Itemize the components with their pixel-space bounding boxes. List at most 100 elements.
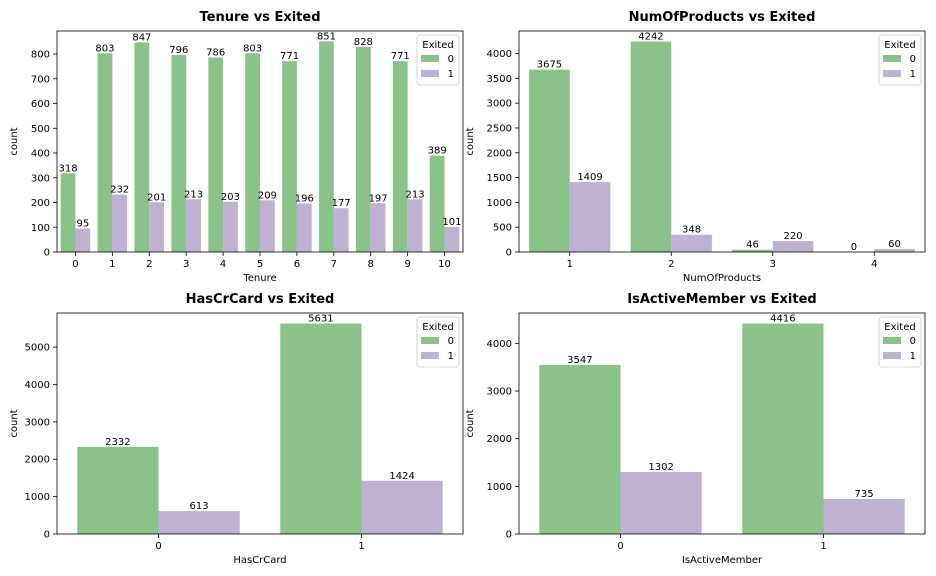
legend: Exited 0 1 bbox=[416, 316, 460, 368]
bar-2-exited-1 bbox=[671, 234, 712, 252]
bar-3-exited-0 bbox=[732, 249, 773, 252]
bar-value-label: 213 bbox=[184, 189, 203, 200]
bar-value-label: 786 bbox=[206, 47, 225, 58]
chart-title: HasCrCard vs Exited bbox=[186, 292, 335, 307]
bar-4-exited-0 bbox=[208, 57, 224, 253]
bar-2-exited-0 bbox=[134, 42, 150, 252]
bar-1-exited-1 bbox=[823, 498, 905, 534]
y-tick-label: 200 bbox=[31, 198, 50, 209]
y-tick-label: 500 bbox=[31, 124, 50, 135]
bar-10-exited-1 bbox=[444, 227, 460, 252]
bar-1-exited-0 bbox=[97, 53, 113, 252]
x-tick-label: 9 bbox=[404, 259, 410, 270]
legend: Exited 0 1 bbox=[878, 34, 922, 86]
x-tick-label: 3 bbox=[183, 259, 189, 270]
x-axis-label: HasCrCard bbox=[233, 555, 286, 566]
y-tick-label: 3000 bbox=[487, 99, 512, 110]
bar-4-exited-1 bbox=[874, 249, 915, 252]
y-tick-label: 4000 bbox=[487, 339, 512, 350]
bar-6-exited-1 bbox=[296, 203, 312, 252]
legend-swatch-0 bbox=[883, 337, 901, 344]
chart-title: Tenure vs Exited bbox=[199, 10, 320, 25]
legend-swatch-1 bbox=[883, 352, 901, 359]
x-tick-label: 10 bbox=[438, 259, 451, 270]
y-tick-label: 3000 bbox=[25, 417, 50, 428]
y-axis-label: count bbox=[465, 409, 476, 437]
legend-swatch-0 bbox=[421, 55, 439, 62]
legend-swatch-1 bbox=[421, 70, 439, 77]
bar-value-label: 196 bbox=[295, 193, 314, 204]
y-tick-label: 2500 bbox=[487, 123, 512, 134]
legend-label-1: 1 bbox=[448, 69, 454, 80]
bar-0-exited-1 bbox=[620, 471, 702, 534]
bar-0-exited-0 bbox=[60, 173, 76, 252]
bar-value-label: 101 bbox=[442, 217, 461, 228]
y-tick-label: 400 bbox=[31, 149, 50, 160]
bar-6-exited-0 bbox=[282, 61, 297, 252]
bar-value-label: 1424 bbox=[389, 471, 414, 482]
chart-panel-3: HasCrCard vs Exited 2332 5631 613 1424 0 1000 2… bbox=[9, 292, 464, 566]
legend-label-0: 0 bbox=[910, 54, 916, 65]
x-tick-label: 1 bbox=[109, 259, 115, 270]
legend-title: Exited bbox=[884, 40, 915, 51]
y-tick-label: 4000 bbox=[25, 380, 50, 391]
bar-0-exited-1 bbox=[75, 228, 91, 252]
y-axis-label: count bbox=[465, 127, 476, 155]
y-tick-label: 5000 bbox=[25, 343, 50, 354]
y-tick-label: 1500 bbox=[487, 173, 512, 184]
bar-2-exited-1 bbox=[149, 202, 165, 252]
bar-9-exited-0 bbox=[392, 61, 408, 252]
bar-value-label: 1302 bbox=[648, 462, 673, 473]
legend-swatch-0 bbox=[421, 337, 439, 344]
legend-swatch-1 bbox=[883, 70, 901, 77]
x-tick-label: 8 bbox=[368, 259, 374, 270]
bar-value-label: 803 bbox=[243, 43, 262, 54]
x-axis-label: IsActiveMember bbox=[682, 555, 763, 566]
bar-value-label: 1409 bbox=[577, 172, 602, 183]
y-tick-label: 1000 bbox=[25, 492, 50, 503]
bar-value-label: 771 bbox=[391, 51, 410, 62]
x-tick-label: 6 bbox=[294, 259, 300, 270]
bar-value-label: 4242 bbox=[638, 32, 663, 43]
plot-frame bbox=[56, 312, 464, 535]
y-tick-label: 0 bbox=[44, 248, 50, 259]
y-axis-label: count bbox=[9, 409, 20, 437]
y-tick-label: 0 bbox=[506, 248, 512, 259]
bar-value-label: 203 bbox=[221, 192, 240, 203]
legend-label-0: 0 bbox=[448, 336, 454, 347]
plot-frame bbox=[518, 30, 926, 253]
y-tick-label: 2000 bbox=[25, 455, 50, 466]
bar-value-label: 735 bbox=[855, 489, 874, 500]
legend-swatch-0 bbox=[883, 55, 901, 62]
legend: Exited 0 1 bbox=[416, 34, 460, 86]
x-tick-label: 4 bbox=[220, 259, 226, 270]
y-tick-label: 4000 bbox=[487, 49, 512, 60]
legend-title: Exited bbox=[884, 322, 915, 333]
y-tick-label: 300 bbox=[31, 173, 50, 184]
bar-value-label: 847 bbox=[132, 32, 151, 43]
y-tick-label: 3000 bbox=[487, 387, 512, 398]
bar-value-label: 803 bbox=[95, 43, 114, 54]
bar-0-exited-0 bbox=[539, 364, 621, 534]
x-tick-label: 0 bbox=[617, 541, 623, 552]
bar-value-label: 851 bbox=[317, 31, 336, 42]
bar-value-label: 220 bbox=[784, 231, 803, 242]
bar-8-exited-1 bbox=[370, 203, 386, 252]
bar-1-exited-0 bbox=[280, 323, 362, 534]
bar-value-label: 4416 bbox=[770, 314, 795, 325]
plot-frame bbox=[518, 312, 926, 535]
bar-value-label: 177 bbox=[332, 198, 351, 209]
x-tick-label: 4 bbox=[871, 259, 877, 270]
bar-value-label: 232 bbox=[110, 185, 129, 196]
legend-label-1: 1 bbox=[448, 351, 454, 362]
bar-3-exited-0 bbox=[171, 55, 187, 253]
bar-value-label: 389 bbox=[428, 146, 447, 157]
bar-value-label: 213 bbox=[405, 189, 424, 200]
x-axis-label: NumOfProducts bbox=[683, 273, 761, 284]
bar-value-label: 828 bbox=[354, 37, 373, 48]
y-tick-label: 600 bbox=[31, 99, 50, 110]
legend-label-1: 1 bbox=[910, 69, 916, 80]
y-tick-label: 0 bbox=[44, 530, 50, 541]
